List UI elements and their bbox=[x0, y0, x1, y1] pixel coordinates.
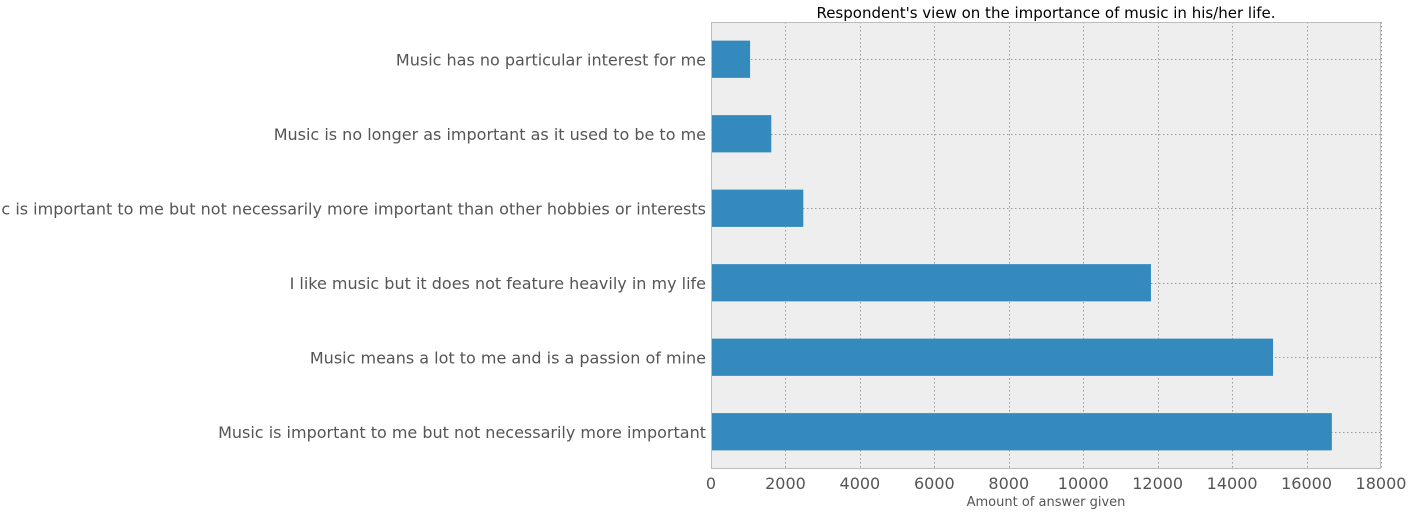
category-label: Music means a lot to me and is a passion… bbox=[310, 348, 706, 367]
bar bbox=[711, 115, 772, 153]
x-tick-label: 12000 bbox=[1132, 474, 1183, 493]
bar bbox=[711, 40, 751, 78]
bar bbox=[711, 338, 1274, 376]
x-tick-label: 16000 bbox=[1281, 474, 1332, 493]
x-tick-label: 4000 bbox=[840, 474, 881, 493]
category-labels: Music has no particular interest for me M… bbox=[0, 50, 706, 442]
category-label: I like music but it does not feature hea… bbox=[290, 274, 706, 293]
category-label: Music is no longer as important as it us… bbox=[274, 125, 706, 144]
x-tick-label: 0 bbox=[706, 474, 716, 493]
x-tick-label: 8000 bbox=[988, 474, 1029, 493]
bar bbox=[711, 413, 1332, 451]
x-tick-label: 18000 bbox=[1356, 474, 1407, 493]
x-tick-label: 14000 bbox=[1207, 474, 1258, 493]
plot-frame bbox=[711, 22, 1381, 469]
bars bbox=[711, 40, 1332, 451]
x-tick-label: 10000 bbox=[1058, 474, 1109, 493]
chart-title: Respondent's view on the importance of m… bbox=[816, 4, 1275, 22]
x-axis-label: Amount of answer given bbox=[967, 495, 1126, 510]
bar bbox=[711, 264, 1151, 302]
x-tick-labels: 0 2000 4000 6000 8000 10000 12000 14000 16000 180… bbox=[706, 474, 1407, 493]
bar bbox=[711, 189, 804, 227]
category-label: Music is important to me but not necessa… bbox=[218, 423, 706, 442]
category-label: Music is important to me but not necessa… bbox=[0, 199, 706, 218]
x-tick-label: 6000 bbox=[914, 474, 955, 493]
x-tick-label: 2000 bbox=[765, 474, 806, 493]
category-label: Music has no particular interest for me bbox=[396, 50, 706, 69]
plot-background bbox=[711, 22, 1381, 469]
